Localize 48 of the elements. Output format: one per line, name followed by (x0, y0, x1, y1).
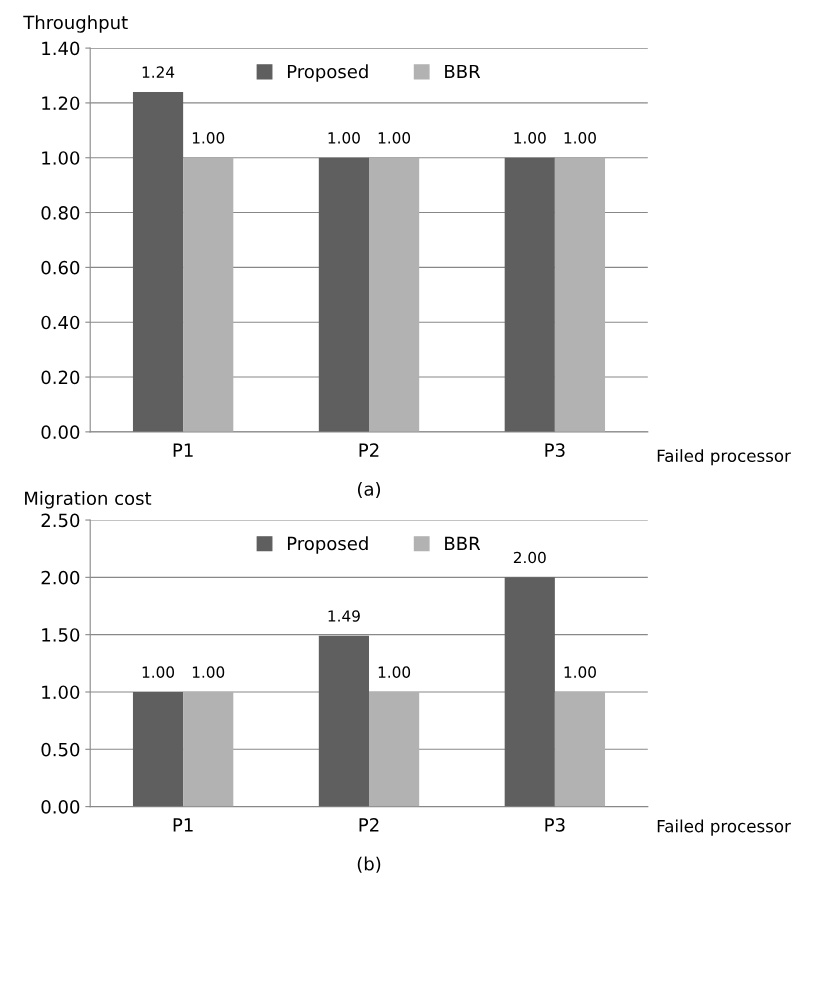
text: 1.00 (564, 132, 596, 144)
text: (a) (357, 481, 381, 498)
bar (183, 691, 234, 807)
legend-label: Proposed (287, 536, 368, 554)
y-tick-label: 2.50 (41, 513, 80, 528)
y-tick-label: 1.00 (42, 685, 80, 700)
y-axis-title: Migration cost (25, 491, 152, 509)
y-tick-label: 0.20 (41, 370, 80, 385)
x-axis-title: Failed processor (657, 449, 791, 466)
legend-label: Proposed (287, 64, 368, 82)
bar (369, 691, 420, 807)
bar (554, 691, 606, 807)
y-tick-label: 1.00 (42, 151, 80, 165)
text: 2.00 (513, 551, 546, 564)
text: 1.00 (378, 666, 411, 678)
x-axis-title: Failed processor (657, 819, 791, 836)
text: 1.00 (514, 132, 546, 144)
y-tick-label: 0.50 (41, 742, 80, 757)
y-tick-label: 0.00 (41, 800, 80, 814)
y-tick-label: 1.20 (42, 96, 80, 111)
bar (318, 635, 369, 807)
text: 1.00 (142, 666, 175, 678)
y-tick-label: 0.80 (41, 206, 80, 220)
x-tick-label: P2 (359, 818, 379, 832)
text: 1.00 (192, 666, 225, 678)
y-tick-label: 0.60 (41, 260, 80, 275)
x-tick-label: P3 (545, 443, 565, 457)
text: 1.00 (328, 132, 360, 144)
y-tick-label: 1.40 (42, 41, 80, 56)
legend-label: BBR (445, 536, 481, 551)
legend-label: BBR (445, 64, 481, 79)
text: (b) (357, 856, 381, 873)
text: 1.24 (142, 66, 175, 78)
text: 1.00 (378, 132, 411, 144)
x-tick-label: P2 (359, 443, 379, 457)
x-tick-label: P3 (545, 818, 565, 832)
bar (132, 691, 184, 807)
y-tick-label: 0.00 (41, 425, 80, 439)
text: 1.00 (192, 132, 225, 144)
text: 1.49 (328, 610, 360, 622)
y-tick-label: 2.00 (41, 570, 80, 585)
y-tick-label: 0.40 (41, 315, 80, 330)
x-tick-label: P1 (173, 818, 193, 832)
text: 1.00 (564, 666, 596, 678)
x-tick-label: P1 (173, 443, 193, 457)
y-tick-label: 1.50 (42, 628, 80, 642)
bar (504, 577, 555, 807)
y-axis-title: Throughput (23, 15, 128, 33)
